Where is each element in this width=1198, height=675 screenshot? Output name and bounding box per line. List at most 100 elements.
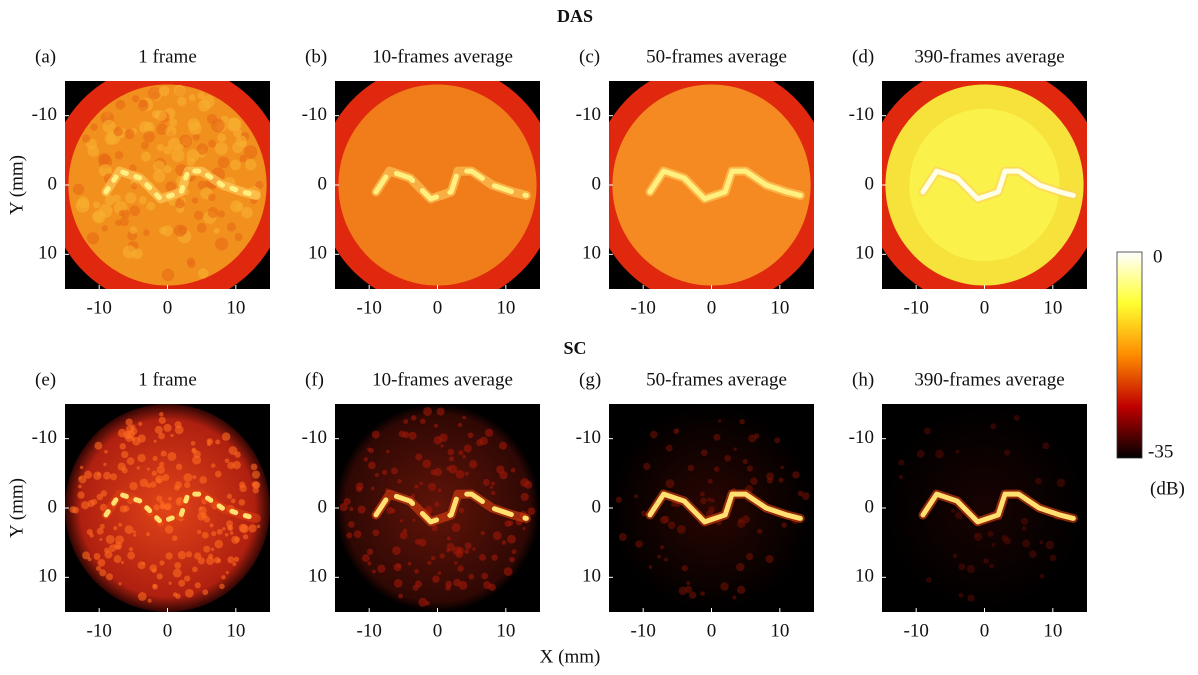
speckle	[165, 552, 173, 560]
speckle	[75, 198, 90, 213]
speckle	[503, 567, 513, 577]
speckle	[733, 447, 737, 451]
panel-title: 1 frame	[138, 369, 197, 390]
y-tick-label: 10	[308, 243, 327, 264]
panel-title: 390-frames average	[914, 46, 1064, 67]
y-tick-label: 0	[318, 496, 328, 517]
speckle	[194, 582, 201, 589]
speckle	[778, 477, 784, 483]
speckle	[1049, 554, 1057, 562]
speckle	[128, 164, 137, 172]
speckle	[118, 582, 122, 586]
x-tick-label: 10	[1043, 620, 1062, 641]
speckle	[217, 156, 230, 169]
speckle	[108, 544, 117, 552]
speckle	[153, 439, 157, 443]
y-tick-label: 0	[592, 496, 602, 517]
speckle	[183, 473, 193, 482]
target	[920, 168, 1076, 202]
speckle	[372, 529, 380, 537]
speckle	[423, 406, 433, 416]
speckle	[361, 554, 370, 563]
image	[609, 81, 814, 289]
speckle	[480, 531, 485, 536]
panel-label: (f)	[305, 369, 324, 390]
speckle	[439, 433, 448, 442]
speckle	[499, 441, 507, 450]
speckle	[955, 449, 960, 454]
speckle	[468, 573, 475, 580]
speckle	[527, 507, 536, 516]
speckle	[175, 198, 185, 209]
speckle	[115, 99, 126, 110]
speckle	[346, 532, 353, 539]
speckle	[781, 522, 787, 528]
speckle	[732, 595, 737, 600]
speckle	[462, 415, 466, 420]
speckle	[462, 454, 466, 459]
speckle	[121, 450, 129, 459]
target	[647, 168, 803, 202]
speckle	[119, 217, 129, 227]
speckle	[93, 471, 102, 480]
speckle	[174, 481, 183, 489]
speckle	[152, 583, 157, 589]
speckle	[164, 525, 174, 534]
speckle	[94, 441, 103, 450]
y-tick-label: -10	[576, 427, 601, 448]
speckle	[90, 123, 98, 131]
x-tick-label: -10	[904, 297, 929, 318]
colorbar-min: -35	[1148, 441, 1173, 462]
speckle	[187, 118, 201, 131]
speckle	[754, 433, 760, 439]
speckle	[81, 134, 91, 143]
speckle	[198, 99, 211, 112]
colorbar-unit: (dB)	[1150, 478, 1185, 499]
speckle	[172, 568, 182, 578]
speckle	[86, 232, 100, 245]
x-tick-label: 10	[770, 297, 789, 318]
y-tick-label: 10	[308, 566, 327, 587]
speckle	[209, 523, 214, 528]
speckle	[152, 170, 166, 183]
speckle	[121, 467, 128, 474]
speckle	[231, 535, 240, 544]
speckle	[1039, 540, 1044, 545]
y-axis-label: Y (mm)	[6, 155, 27, 215]
speckle	[103, 471, 111, 480]
speckle	[198, 506, 207, 515]
speckle	[202, 589, 209, 596]
speckle	[689, 591, 697, 599]
x-tick-label: 0	[433, 620, 443, 641]
speckle	[792, 471, 800, 479]
speckle	[96, 527, 104, 535]
x-tick-label: 10	[1043, 297, 1062, 318]
speckle	[146, 201, 156, 211]
speckle	[165, 181, 177, 193]
speckle	[190, 441, 196, 446]
speckle	[958, 563, 966, 571]
speckle	[143, 229, 150, 236]
speckle	[99, 523, 105, 529]
speckle	[371, 569, 376, 574]
speckle	[115, 544, 121, 550]
speckle	[418, 538, 427, 547]
speckle	[126, 457, 135, 465]
speckle	[1021, 526, 1027, 531]
speckle	[87, 557, 92, 562]
speckle	[458, 507, 465, 514]
panel-label: (a)	[35, 46, 56, 67]
x-tick-label: 0	[433, 297, 443, 318]
speckle	[227, 556, 235, 564]
speckle	[92, 210, 106, 224]
speckle	[403, 419, 409, 424]
speckle	[252, 487, 259, 494]
speckle	[501, 540, 507, 545]
y-tick-label: 0	[865, 173, 875, 194]
speckle	[457, 422, 463, 428]
speckle	[724, 454, 732, 462]
speckle	[367, 447, 371, 452]
disc	[882, 404, 1087, 612]
speckle	[97, 472, 101, 477]
